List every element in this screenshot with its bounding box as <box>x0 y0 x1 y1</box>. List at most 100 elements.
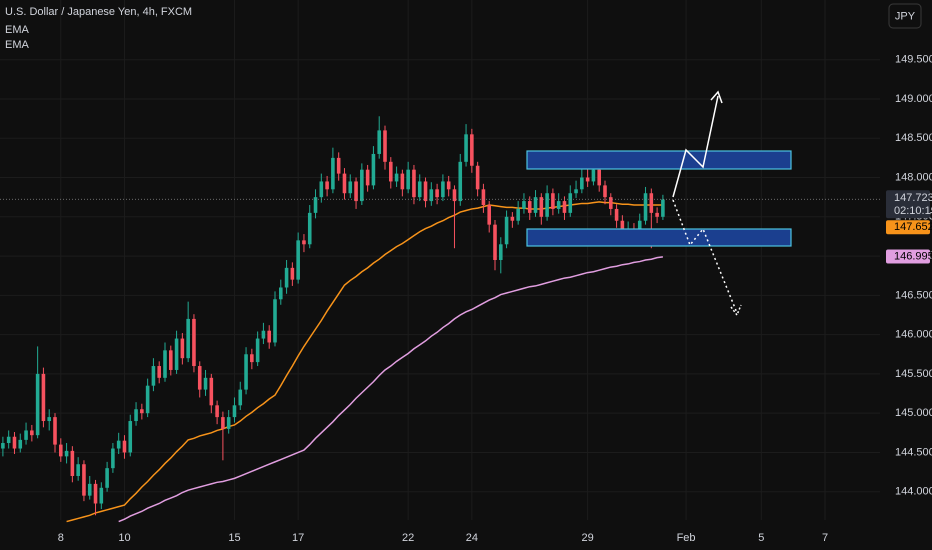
candle-body <box>342 173 347 194</box>
arrow-head <box>710 90 723 104</box>
legend-entry: EMA <box>5 24 30 36</box>
candle-body <box>58 444 63 457</box>
candle-body <box>400 173 405 190</box>
candle-body <box>93 483 98 504</box>
candle-body <box>527 201 532 213</box>
candle-body <box>122 440 127 453</box>
x-tick-label: 10 <box>118 532 130 544</box>
candle-body <box>661 199 665 217</box>
candle-body <box>278 287 283 300</box>
candle-body <box>562 201 567 213</box>
candle-body <box>215 405 219 418</box>
candle-body <box>452 189 457 202</box>
candle-body <box>591 169 596 182</box>
candle-body <box>76 464 80 477</box>
candle-body <box>336 157 341 174</box>
candle-body <box>140 409 144 414</box>
y-tick-label: 148.500 <box>895 132 932 144</box>
candle-body <box>30 430 34 436</box>
x-tick-label: 24 <box>466 532 478 544</box>
candle-body <box>464 134 468 162</box>
y-tick-label: 144.500 <box>895 446 932 458</box>
candle-body <box>510 216 515 221</box>
x-tick-label: 22 <box>402 532 414 544</box>
candle-body <box>244 354 248 390</box>
candle-body <box>12 436 17 449</box>
candle-body <box>377 130 382 154</box>
candle-body <box>568 193 573 213</box>
candle-body <box>429 189 434 202</box>
marks <box>0 116 880 523</box>
candle-body <box>226 417 231 429</box>
candle-body <box>168 350 173 370</box>
ema-line <box>118 256 663 523</box>
candle-body <box>35 373 40 436</box>
y-tick-label: 146.000 <box>895 329 932 341</box>
candle-body <box>325 181 329 190</box>
candle-body <box>273 299 277 343</box>
last-price-box <box>886 190 930 219</box>
candle-body <box>435 189 439 198</box>
candle-body <box>655 212 659 217</box>
candle-body <box>649 193 654 213</box>
candle-body <box>18 439 23 449</box>
y-tick-label: 146.500 <box>895 289 932 301</box>
last-price-label: 147.723 <box>894 192 932 204</box>
candle-body <box>383 130 387 162</box>
candle-body <box>620 220 625 233</box>
candle-body <box>533 197 538 213</box>
candle-body <box>284 267 289 288</box>
candle-body <box>516 208 520 221</box>
candle-body <box>412 169 416 198</box>
chart-title: U.S. Dollar / Japanese Yen, 4h, FXCM <box>5 6 192 18</box>
x-tick-label: 15 <box>228 532 240 544</box>
candle-body <box>111 448 115 469</box>
candle-body <box>493 224 497 260</box>
x-tick-label: 5 <box>758 532 764 544</box>
candle-body <box>307 212 312 245</box>
candle-body <box>221 417 225 429</box>
candle-body <box>504 216 509 245</box>
ema-value-label: 146.995 <box>894 250 932 262</box>
candle-body <box>192 318 196 367</box>
candle-body <box>597 169 602 186</box>
legend: U.S. Dollar / Japanese Yen, 4h, FXCM EMA… <box>5 6 192 51</box>
currency-button[interactable] <box>888 3 922 29</box>
x-tick-label: 8 <box>58 532 64 544</box>
candle-body <box>41 373 46 422</box>
candle-body <box>603 185 607 198</box>
candle-body <box>82 464 86 496</box>
candle-body <box>470 134 474 166</box>
candle-body <box>47 417 52 422</box>
currency-label[interactable]: JPY <box>895 10 916 22</box>
candle-body <box>70 450 75 477</box>
candle-body <box>487 205 492 225</box>
candle-body <box>614 208 619 221</box>
countdown-label: 02:10:19 <box>894 205 932 217</box>
candle-body <box>151 366 156 386</box>
candle-body <box>87 483 92 496</box>
y-tick-label: 144.000 <box>895 486 932 498</box>
ema-value-label: 147.652 <box>894 221 932 233</box>
candle-body <box>134 409 138 422</box>
bullish-path <box>672 95 719 198</box>
candle-body <box>64 450 69 457</box>
candle-body <box>539 197 544 217</box>
candle-body <box>319 181 324 198</box>
candle-body <box>157 366 162 378</box>
candle-body <box>388 161 393 182</box>
candle-body <box>267 330 272 343</box>
candle-body <box>551 193 555 209</box>
candle-body <box>475 165 480 190</box>
candle-body <box>481 189 486 206</box>
x-tick-label: 29 <box>582 532 594 544</box>
y-tick-label: 148.000 <box>895 171 932 183</box>
candle-body <box>163 350 167 378</box>
candle-body <box>116 440 121 449</box>
candle-body <box>394 173 399 182</box>
candle-body <box>608 197 613 209</box>
candle-body <box>128 421 133 453</box>
candle-body <box>99 487 104 504</box>
